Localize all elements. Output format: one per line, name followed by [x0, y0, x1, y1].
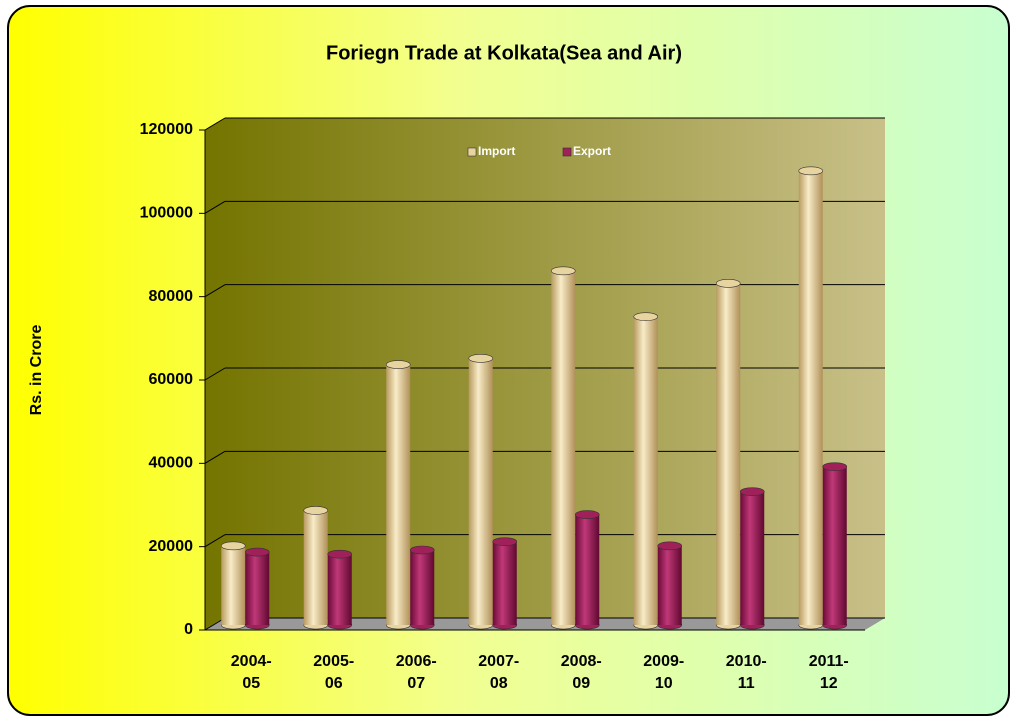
y-tick-label: 100000 — [140, 205, 193, 222]
x-tick-label: 2008-09 — [561, 653, 602, 692]
bar — [716, 283, 741, 625]
grid-line — [204, 450, 226, 464]
cylinder-top — [798, 166, 824, 176]
bar — [410, 550, 435, 625]
y-axis-title: Rs. in Crore — [28, 325, 45, 416]
legend-swatch — [467, 147, 477, 157]
cylinder-top — [715, 279, 741, 288]
bar — [551, 270, 576, 625]
legend-label: Import — [478, 144, 515, 158]
legend-label: Export — [573, 144, 611, 158]
cylinder-top — [220, 541, 246, 551]
cylinder-top — [550, 266, 576, 276]
bar — [468, 358, 493, 625]
bar — [575, 514, 600, 625]
legend-swatch — [562, 147, 572, 157]
x-tick-label: 2004-05 — [231, 653, 272, 692]
cylinder-top — [492, 537, 518, 546]
bar — [386, 364, 411, 625]
bar — [657, 545, 682, 625]
y-tick-label: 20000 — [149, 538, 194, 555]
back-wall — [205, 118, 885, 630]
cylinder-top — [657, 541, 683, 551]
cylinder-top — [468, 354, 494, 363]
x-tick-label: 2010-11 — [726, 653, 767, 692]
grid-line — [204, 200, 226, 214]
y-tick-label: 120000 — [140, 121, 193, 138]
y-tick-label: 60000 — [149, 371, 194, 388]
cylinder-top — [385, 360, 411, 369]
floor — [205, 618, 885, 630]
bar — [221, 545, 246, 625]
bar — [822, 466, 847, 625]
bar — [327, 554, 352, 625]
x-tick-label: 2006-07 — [396, 653, 437, 692]
bar — [303, 510, 328, 625]
y-tick-label: 80000 — [149, 288, 194, 305]
bar — [492, 541, 517, 625]
grid-line — [204, 117, 226, 131]
cylinder-top — [244, 547, 270, 557]
bar — [740, 491, 765, 625]
bar — [245, 552, 270, 625]
cylinder-top — [327, 549, 353, 559]
cylinder-top — [739, 487, 765, 496]
cylinder-top — [409, 545, 435, 555]
x-tick-label: 2007-08 — [478, 653, 519, 692]
bar — [633, 316, 658, 625]
cylinder-top — [574, 510, 600, 519]
cylinder-top — [303, 506, 329, 515]
x-tick-label: 2009-10 — [643, 653, 684, 692]
cylinder-top — [822, 462, 848, 471]
grid-line — [204, 367, 226, 381]
y-tick-label: 0 — [184, 621, 193, 638]
bar — [798, 170, 823, 626]
cylinder-top — [633, 312, 659, 321]
grid-line — [204, 284, 226, 298]
y-tick-label: 40000 — [149, 455, 194, 472]
chart-title: Foriegn Trade at Kolkata(Sea and Air) — [326, 42, 682, 64]
x-tick-label: 2005-06 — [313, 653, 354, 692]
x-tick-label: 2011-12 — [809, 653, 849, 692]
grid-line — [204, 534, 226, 548]
